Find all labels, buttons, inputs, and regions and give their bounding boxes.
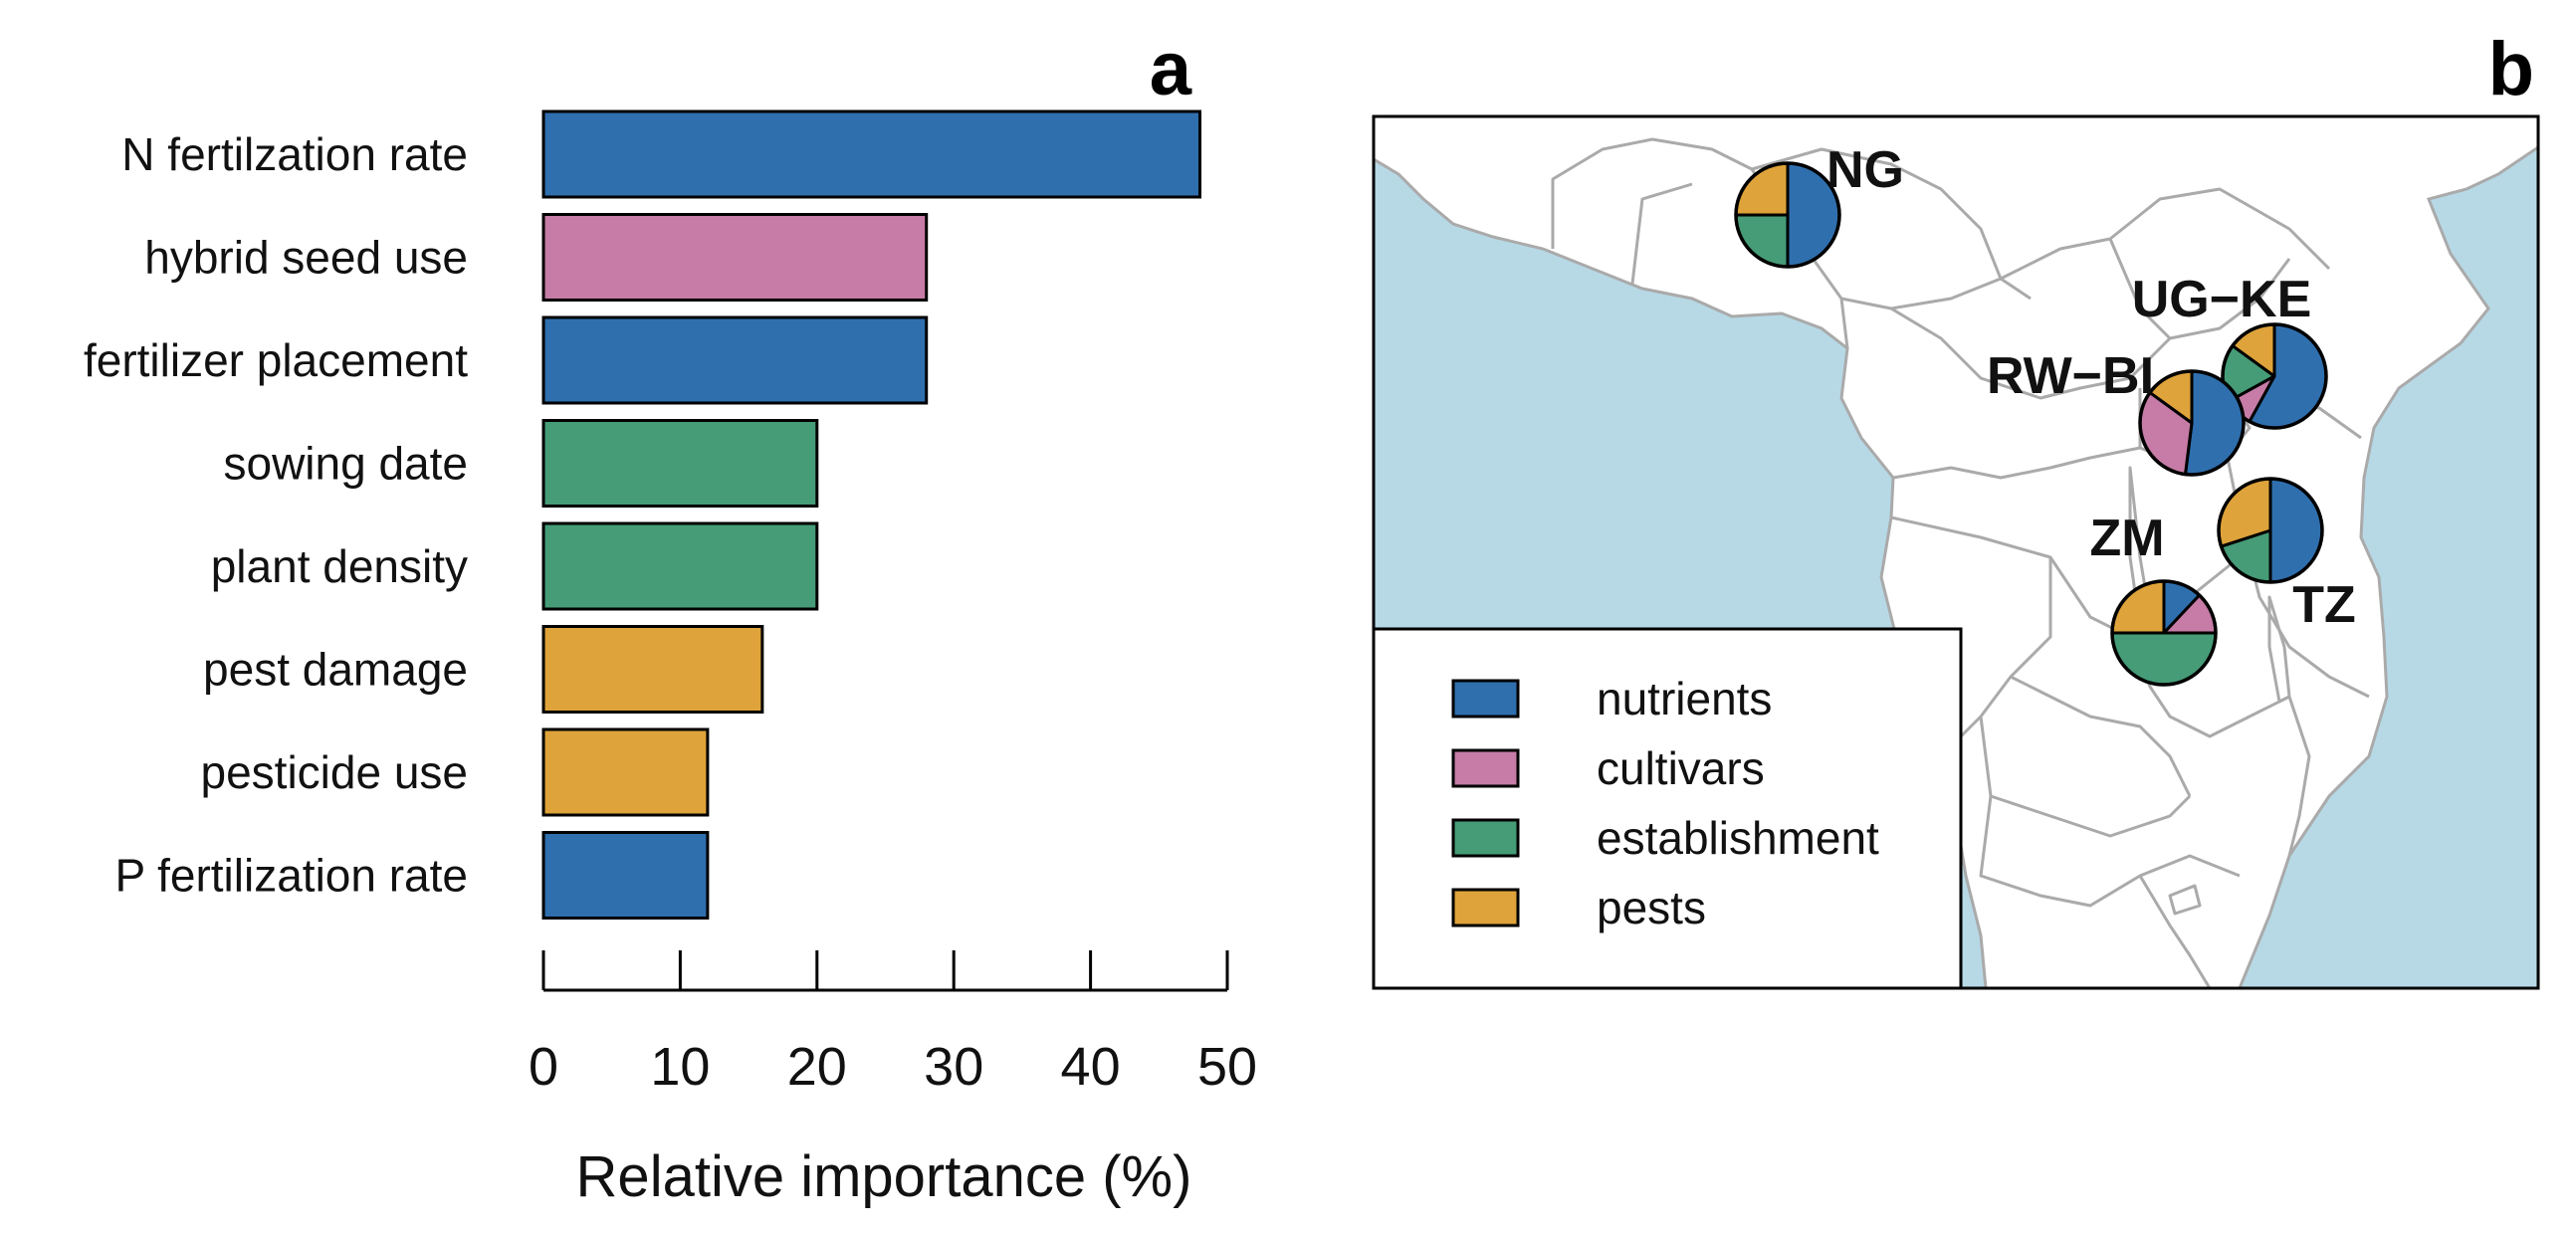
pie-outline — [2110, 579, 2218, 687]
site-label-rw-bi: RW−BI — [1987, 347, 2154, 405]
legend-swatch-establishment — [1451, 818, 1520, 858]
bar-sowing-date — [541, 419, 819, 508]
pie-tz — [2217, 477, 2324, 584]
africa-map: NG UG−KE RW−BI TZ ZM nutrients cultivars estab… — [1374, 116, 2538, 988]
legend-swatch-nutrients — [1451, 679, 1520, 719]
x-tick-label: 20 — [787, 1037, 847, 1097]
bars-group — [541, 109, 1202, 920]
x-tick-label: 0 — [529, 1037, 558, 1097]
category-label: plant density — [211, 540, 468, 592]
pie-zm — [2110, 579, 2218, 687]
legend-swatch-pests — [1451, 888, 1520, 927]
legend-label-pests: pests — [1597, 882, 1706, 933]
x-tick-label: 10 — [650, 1037, 710, 1097]
map-panel: b NG UG−KE RW−BI TZ ZM nutrients cultivars est… — [1372, 27, 2540, 990]
category-label: pest damage — [203, 644, 468, 696]
panel-letter-b: b — [2488, 27, 2534, 111]
category-label: hybrid seed use — [144, 232, 468, 284]
site-label-ng: NG — [1826, 141, 1904, 199]
bar-n-fertilzation-rate — [541, 109, 1202, 199]
category-label: sowing date — [224, 438, 469, 490]
bar-chart-panel: a N fertilzation rate hybrid seed use fert… — [84, 27, 1257, 1209]
legend-label-cultivars: cultivars — [1597, 742, 1765, 794]
bar-p-fertilization-rate — [541, 831, 710, 920]
bar-fertilizer-placement — [541, 315, 929, 405]
site-label-ug-ke: UG−KE — [2132, 271, 2312, 328]
pie-outline — [1734, 161, 1841, 269]
category-label: P fertilization rate — [114, 850, 468, 902]
map-frame — [1372, 114, 2540, 990]
pie-ng — [1734, 161, 1841, 269]
bar-pest-damage — [541, 625, 764, 714]
legend-label-nutrients: nutrients — [1597, 673, 1772, 724]
category-label: pesticide use — [201, 746, 469, 798]
pie-charts — [1734, 161, 2328, 687]
x-axis: 0 10 20 30 40 50 — [529, 950, 1257, 1097]
site-label-tz: TZ — [2292, 576, 2356, 634]
bar-pesticide-use — [541, 727, 710, 817]
pie-outline — [2217, 477, 2324, 584]
x-axis-title: Relative importance (%) — [576, 1144, 1192, 1209]
pie-outline — [2221, 322, 2328, 430]
x-tick-label: 30 — [924, 1037, 983, 1097]
x-tick-label: 40 — [1061, 1037, 1121, 1097]
panel-letter-a: a — [1150, 27, 1192, 111]
legend-label-establishment: establishment — [1597, 812, 1879, 864]
legend-items: nutrients cultivars establishment pests — [1451, 673, 1879, 933]
category-labels: N fertilzation rate hybrid seed use fertil… — [84, 128, 468, 902]
x-tick-label: 50 — [1197, 1037, 1257, 1097]
bar-hybrid-seed-use — [541, 213, 929, 302]
site-label-zm: ZM — [2089, 510, 2164, 567]
category-label: N fertilzation rate — [121, 128, 468, 180]
bar-plant-density — [541, 521, 819, 611]
legend: nutrients cultivars establishment pests — [1374, 627, 1963, 988]
category-label: fertilizer placement — [84, 334, 468, 386]
pie-rw-bi — [2138, 369, 2246, 477]
pie-outline — [2138, 369, 2246, 477]
legend-swatch-cultivars — [1451, 748, 1520, 788]
site-labels: NG UG−KE RW−BI TZ ZM — [1826, 141, 2356, 634]
